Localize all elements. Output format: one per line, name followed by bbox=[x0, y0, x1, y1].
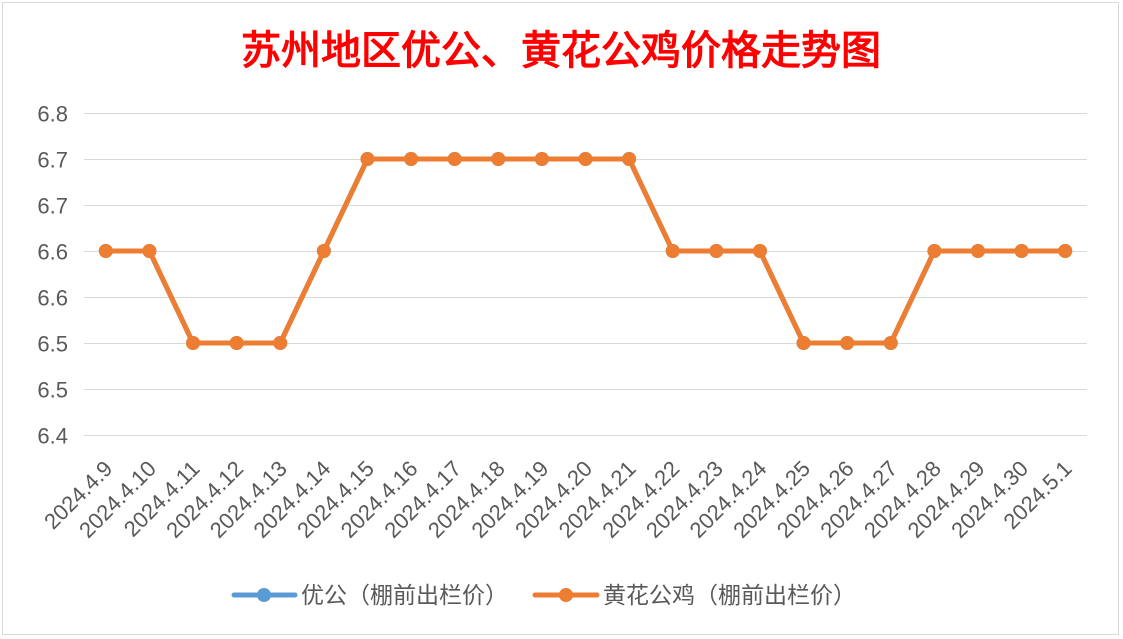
legend-item-huanghua-gongji: 黄花公鸡（棚前出栏价） bbox=[532, 582, 856, 608]
series-point bbox=[447, 152, 462, 166]
legend-marker bbox=[559, 588, 573, 602]
y-tick-label: 6.4 bbox=[37, 424, 68, 449]
series-point bbox=[273, 336, 288, 350]
plot-series bbox=[98, 152, 1073, 350]
series-point bbox=[622, 152, 637, 166]
series-point bbox=[360, 152, 375, 166]
series-point bbox=[229, 336, 244, 350]
series-point bbox=[1014, 244, 1029, 258]
y-tick-label: 6.6 bbox=[37, 240, 68, 265]
legend-item-you-gong: 优公（棚前出栏价） bbox=[231, 582, 508, 608]
y-tick-label: 6.7 bbox=[37, 148, 68, 173]
series-point bbox=[665, 244, 680, 258]
legend: 优公（棚前出栏价） 黄花公鸡（棚前出栏价） bbox=[231, 582, 856, 608]
y-tick-label: 6.7 bbox=[37, 194, 68, 219]
series-point bbox=[186, 336, 201, 350]
chart-title: 苏州地区优公、黄花公鸡价格走势图 bbox=[241, 27, 881, 74]
y-tick-label: 6.5 bbox=[37, 378, 68, 403]
series-point bbox=[404, 152, 419, 166]
series-point bbox=[970, 244, 985, 258]
y-tick-label: 6.5 bbox=[37, 332, 68, 357]
series-point bbox=[796, 336, 811, 350]
series-point bbox=[534, 152, 549, 166]
series-point bbox=[752, 244, 767, 258]
series-point bbox=[1058, 244, 1073, 258]
series-point bbox=[142, 244, 157, 258]
series-point bbox=[927, 244, 942, 258]
series-point bbox=[491, 152, 506, 166]
legend-label: 黄花公鸡（棚前出栏价） bbox=[603, 582, 856, 608]
series-point bbox=[840, 336, 855, 350]
y-axis-labels: 6.4 6.5 6.5 6.6 6.6 6.7 6.7 6.8 bbox=[37, 102, 68, 449]
series-point bbox=[316, 244, 331, 258]
y-tick-label: 6.6 bbox=[37, 286, 68, 311]
series-point bbox=[578, 152, 593, 166]
series-point bbox=[883, 336, 898, 350]
y-tick-label: 6.8 bbox=[37, 102, 68, 127]
legend-marker bbox=[257, 588, 271, 602]
series-point bbox=[709, 244, 724, 258]
legend-label: 优公（棚前出栏价） bbox=[301, 582, 508, 608]
series-point bbox=[98, 244, 113, 258]
